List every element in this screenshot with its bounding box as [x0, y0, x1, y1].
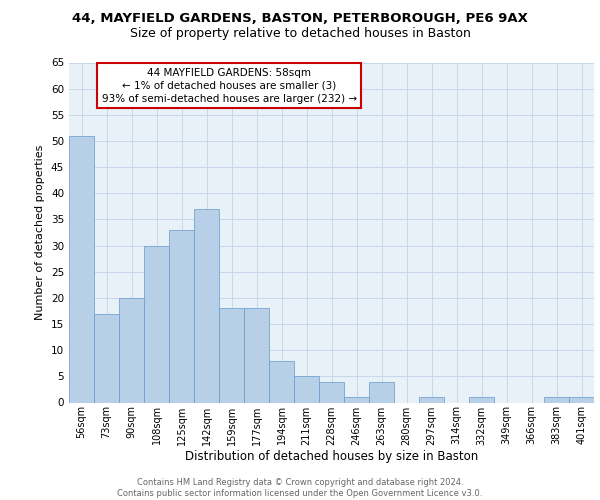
Bar — [369, 382, 394, 402]
Bar — [344, 398, 369, 402]
Bar — [169, 230, 194, 402]
Text: Contains HM Land Registry data © Crown copyright and database right 2024.
Contai: Contains HM Land Registry data © Crown c… — [118, 478, 482, 498]
Bar — [69, 136, 94, 402]
Text: 44, MAYFIELD GARDENS, BASTON, PETERBOROUGH, PE6 9AX: 44, MAYFIELD GARDENS, BASTON, PETERBOROU… — [72, 12, 528, 26]
Bar — [319, 382, 344, 402]
Y-axis label: Number of detached properties: Number of detached properties — [35, 145, 46, 320]
X-axis label: Distribution of detached houses by size in Baston: Distribution of detached houses by size … — [185, 450, 478, 463]
Bar — [94, 314, 119, 402]
Bar — [119, 298, 144, 403]
Bar — [569, 398, 594, 402]
Bar — [244, 308, 269, 402]
Bar — [544, 398, 569, 402]
Bar — [219, 308, 244, 402]
Bar — [419, 398, 444, 402]
Bar — [269, 360, 294, 403]
Bar — [294, 376, 319, 402]
Bar — [469, 398, 494, 402]
Text: Size of property relative to detached houses in Baston: Size of property relative to detached ho… — [130, 28, 470, 40]
Bar — [194, 209, 219, 402]
Bar — [144, 246, 169, 402]
Text: 44 MAYFIELD GARDENS: 58sqm
← 1% of detached houses are smaller (3)
93% of semi-d: 44 MAYFIELD GARDENS: 58sqm ← 1% of detac… — [101, 68, 356, 104]
